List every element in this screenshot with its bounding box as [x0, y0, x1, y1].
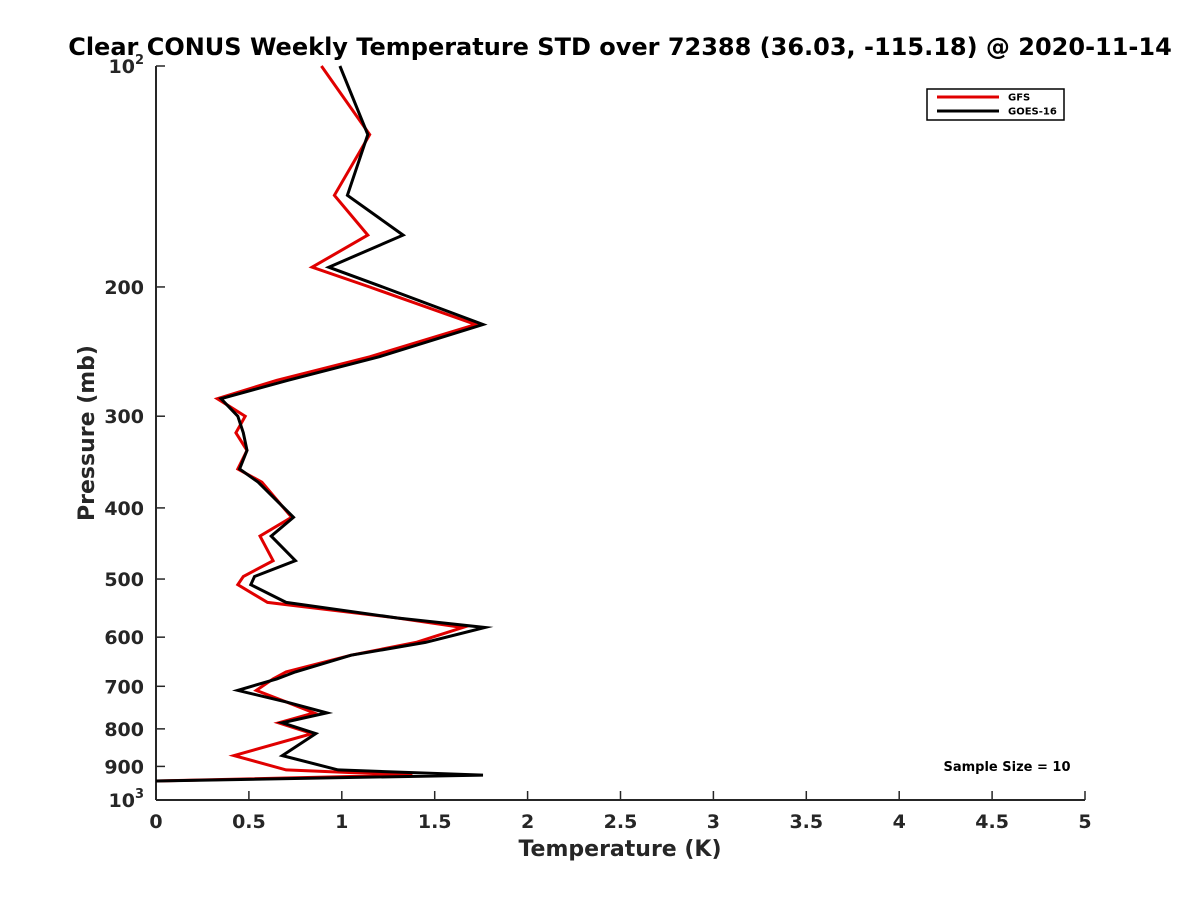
y-tick-label: 400 [104, 498, 144, 520]
series-line-goes-16 [155, 65, 494, 783]
x-tick-label: 1.5 [418, 811, 452, 833]
ticks-layer: 0 0.5 1 1.5 2 2.5 3 3.5 4 4.5 5 102 200 300 400 500 600 7… [104, 53, 1091, 833]
x-tick-label: 3.5 [789, 811, 823, 833]
legend-box [926, 88, 1065, 121]
y-tick-label: 800 [104, 719, 144, 741]
y-tick-label: 300 [104, 406, 144, 428]
y-axis-label: Pressure (mb) [75, 345, 100, 521]
chart-title: Clear CONUS Weekly Temperature STD over … [68, 33, 1172, 61]
legend-label-gfs: GFS [1008, 93, 1030, 104]
x-tick-label: 0.5 [232, 811, 266, 833]
x-tick-label: 3 [707, 811, 720, 833]
sample-size-annotation: Sample Size = 10 [943, 760, 1070, 775]
x-tick-label: 1 [335, 811, 348, 833]
x-axis-label: Temperature (K) [518, 837, 721, 862]
y-tick-label: 103 [109, 787, 145, 812]
axes [155, 66, 1085, 801]
legend: GFS GOES-16 [926, 88, 1065, 121]
x-tick-label: 5 [1078, 811, 1091, 833]
y-tick-label: 102 [109, 53, 145, 78]
series-layer [155, 65, 494, 783]
x-tick-label: 2 [521, 811, 534, 833]
y-tick-label: 900 [104, 756, 144, 778]
x-tick-label: 0 [149, 811, 162, 833]
y-tick-label: 200 [104, 277, 144, 299]
x-tick-label: 4 [893, 811, 906, 833]
x-tick-label: 2.5 [604, 811, 638, 833]
y-tick-label: 600 [104, 627, 144, 649]
y-tick-label: 700 [104, 676, 144, 698]
y-tick-label: 500 [104, 569, 144, 591]
legend-label-goes-16: GOES-16 [1008, 107, 1057, 118]
x-tick-label: 4.5 [975, 811, 1009, 833]
series-line-gfs [155, 65, 481, 783]
